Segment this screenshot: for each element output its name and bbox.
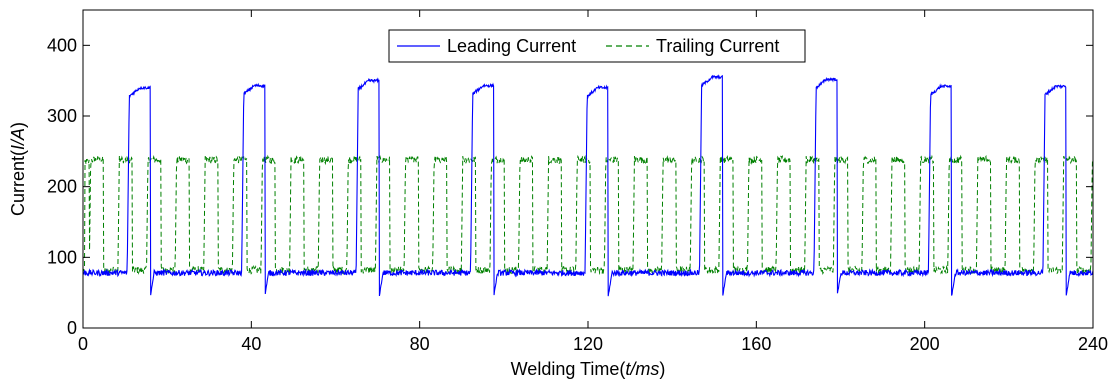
ticks-layer: [82, 10, 1094, 329]
x-tick-label: 160: [741, 334, 771, 354]
legend: Leading Current Trailing Current: [388, 29, 806, 63]
x-tick-label: 40: [241, 334, 261, 354]
x-axis-title: Welding Time(t/ms): [511, 359, 666, 379]
y-axis-title: Current(I/A): [8, 122, 28, 216]
x-axis-title-prefix: Welding Time(: [511, 359, 626, 379]
series-line-trailing-current: [82, 154, 1094, 276]
y-tick-label: 400: [47, 35, 77, 55]
legend-label-leading-current: Leading Current: [447, 36, 576, 56]
x-axis-title-suffix: ): [659, 359, 665, 379]
series-line-leading-current: [82, 74, 1094, 297]
x-tick-label: 240: [1078, 334, 1108, 354]
x-tick-label: 80: [410, 334, 430, 354]
series-layer: [82, 74, 1094, 297]
y-axis-title-italic: I/A: [8, 128, 28, 150]
x-tick-label: 120: [573, 334, 603, 354]
x-tick-label: 0: [78, 334, 88, 354]
tick-labels-layer: 0 40 80 120 160 200 240 0 100 200 300 400: [47, 35, 1108, 354]
y-axis-title-suffix: ): [8, 122, 28, 128]
x-axis-title-italic: t/ms: [625, 359, 659, 379]
y-tick-label: 0: [67, 318, 77, 338]
y-tick-label: 300: [47, 106, 77, 126]
y-tick-label: 100: [47, 247, 77, 267]
y-tick-label: 200: [47, 177, 77, 197]
y-axis-title-prefix: Current(: [8, 150, 28, 216]
x-tick-label: 200: [910, 334, 940, 354]
legend-box: [388, 29, 806, 63]
legend-label-trailing-current: Trailing Current: [656, 36, 779, 56]
